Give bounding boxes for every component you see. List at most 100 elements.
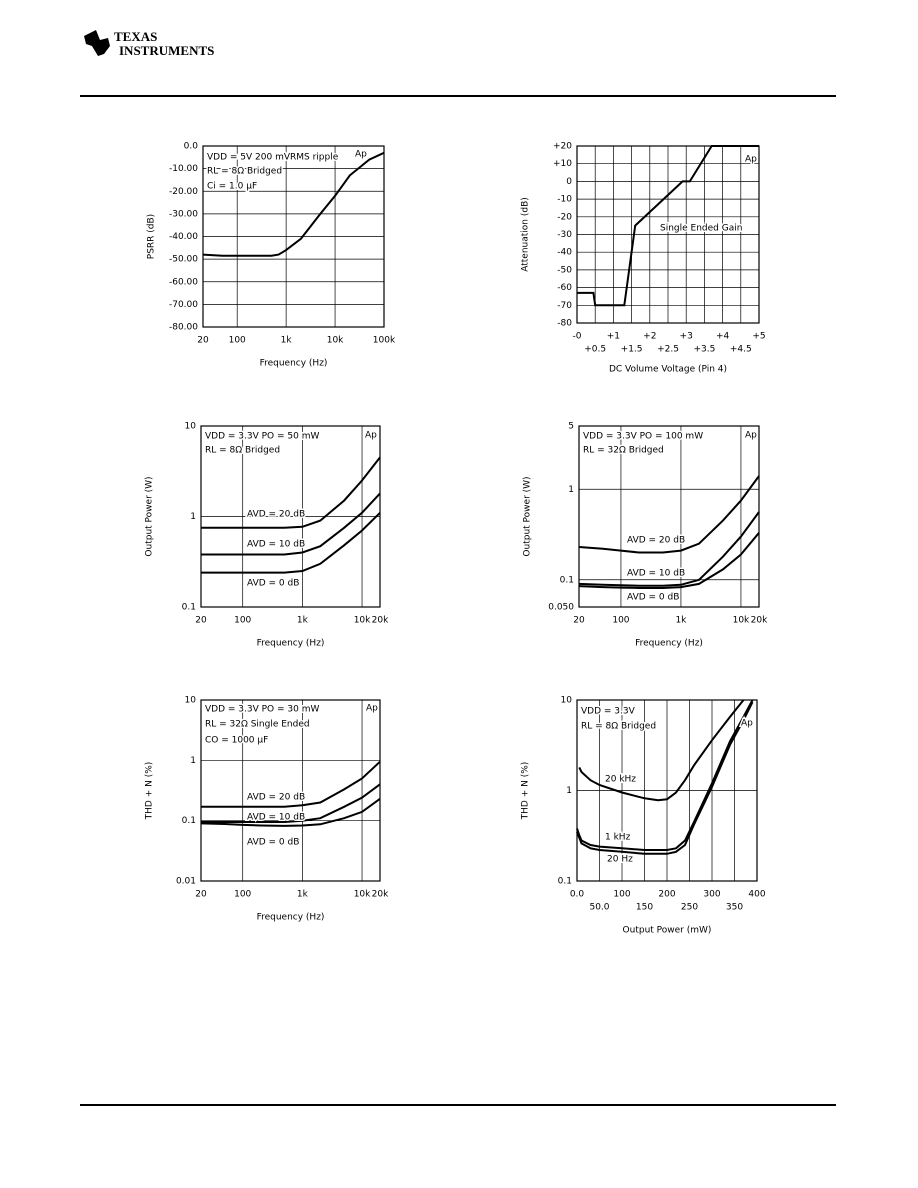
y-axis-label: Output Power (W) [523, 476, 533, 556]
y-tick-label: 5 [568, 422, 574, 432]
header-rule [80, 95, 836, 97]
y-tick-label: 0.1 [560, 575, 574, 585]
annotation: Ap [741, 719, 753, 729]
annotation: RL = 8Ω Bridged [207, 167, 282, 177]
annotation: Single Ended Gain [660, 224, 742, 234]
logo: TEXAS INSTRUMENTS [84, 29, 214, 58]
chart: 0.0 50.0 100 150 200 250 300 350 400 0.1 1 10 20 kHz… [521, 696, 766, 936]
x-tick-label: +1 [607, 332, 620, 342]
chart: 20 100 1k 10k 20k 0.050 0.1 1 5 AVD = 20 dB AVD = … [523, 422, 769, 649]
annotation: Ap [745, 155, 757, 165]
annotation: VDD = 3.3V [581, 707, 636, 717]
y-tick-label: 1 [190, 512, 196, 522]
series-line [577, 145, 759, 307]
plot-area [579, 426, 759, 607]
plot-frame [576, 699, 758, 882]
x-axis-label: Frequency (Hz) [257, 639, 325, 649]
y-tick-label: 0 [566, 177, 572, 187]
series-line [202, 151, 385, 257]
x-tick-label: 100 [613, 890, 630, 900]
x-tick-label: 100k [373, 336, 396, 346]
chart: 20 100 1k 10k 20k 0.1 1 10 AVD = 20 dB AVD = 10 d… [145, 422, 390, 649]
logo-text: TEXAS [114, 29, 157, 44]
x-tick-label: +2 [643, 332, 656, 342]
logo-mark [84, 30, 110, 56]
x-tick-label: +2.5 [657, 345, 679, 355]
x-tick-label: 1k [675, 616, 687, 626]
y-tick-label: -80.00 [169, 323, 198, 333]
x-tick-label: 1k [297, 616, 309, 626]
x-tick-label: +0.5 [584, 345, 606, 355]
x-tick-label: 20 [195, 890, 207, 900]
chart: 20 100 1k 10k 20k 0.01 0.1 1 10 AVD = 20 dB AVD = … [145, 696, 390, 923]
y-axis-label: THD + N (%) [521, 762, 531, 821]
annotation: RL = 32Ω Single Ended [205, 720, 310, 730]
plot-frame [202, 145, 385, 328]
y-axis-label: Output Power (W) [145, 476, 155, 556]
y-tick-label: -30.00 [169, 209, 198, 219]
series-label: 20 kHz [605, 775, 636, 785]
y-tick-label: -10.00 [169, 164, 198, 174]
y-tick-label: -50.00 [169, 255, 198, 265]
series-label: AVD = 20 dB [247, 510, 305, 520]
x-axis-label: Frequency (Hz) [635, 639, 703, 649]
x-tick-label: 20k [751, 616, 768, 626]
y-tick-label: 10 [185, 422, 197, 432]
y-tick-label: 0.1 [182, 603, 196, 613]
y-tick-label: 1 [190, 756, 196, 766]
y-tick-label: -60 [557, 283, 572, 293]
y-tick-label: -30 [557, 230, 572, 240]
annotation: CO = 1000 µF [205, 736, 268, 746]
plot-frame [578, 425, 760, 608]
series-line [201, 512, 381, 574]
y-tick-label: 1 [566, 786, 572, 796]
annotation: VDD = 3.3V PO = 30 mW [205, 705, 319, 715]
plot-area [201, 700, 380, 881]
x-tick-label: 10k [354, 616, 371, 626]
series-line [578, 699, 745, 802]
plot-frame [200, 699, 381, 882]
annotation: RL = 8Ω Bridged [205, 446, 280, 456]
x-tick-label: -0 [573, 332, 582, 342]
series-label: AVD = 10 dB [247, 813, 305, 823]
series-line [201, 760, 381, 808]
x-tick-label: +5 [752, 332, 765, 342]
x-tick-label: 10k [733, 616, 750, 626]
y-tick-label: -40.00 [169, 232, 198, 242]
y-tick-label: 10 [561, 696, 573, 706]
x-tick-label: 250 [681, 903, 698, 913]
annotation: Ci = 1.0 µF [207, 182, 257, 192]
x-axis-label: Frequency (Hz) [260, 359, 328, 369]
series-line [201, 456, 381, 529]
x-tick-label: 20 [195, 616, 207, 626]
series-line [578, 511, 760, 587]
y-tick-label: -70.00 [169, 300, 198, 310]
chart: 20 100 1k 10k 100k 0.0 -10.00 -20.00 -30.00 -40.0… [147, 142, 396, 369]
series-label: AVD = 0 dB [247, 838, 299, 848]
x-tick-label: 400 [748, 890, 765, 900]
x-tick-label: 100 [229, 336, 246, 346]
y-axis-label: THD + N (%) [145, 762, 155, 821]
series-line [578, 475, 760, 554]
footer-rule [80, 1104, 836, 1106]
x-tick-label: 10k [327, 336, 344, 346]
y-tick-label: 0.0 [184, 142, 199, 152]
plot-frame [200, 425, 381, 608]
x-tick-label: 350 [726, 903, 743, 913]
x-tick-label: 100 [234, 616, 251, 626]
x-tick-label: 100 [234, 890, 251, 900]
y-axis-label: Attenuation (dB) [521, 197, 531, 272]
x-tick-label: 150 [636, 903, 653, 913]
y-tick-label: 10 [185, 696, 197, 706]
y-tick-label: 0.1 [182, 816, 196, 826]
x-tick-label: 300 [703, 890, 720, 900]
series-label: AVD = 10 dB [247, 540, 305, 550]
annotation: RL = 8Ω Bridged [581, 722, 656, 732]
annotation: Ap [745, 431, 757, 441]
annotation: Ap [366, 704, 378, 714]
x-tick-label: +3 [680, 332, 693, 342]
y-tick-label: 1 [568, 485, 574, 495]
series-label: AVD = 10 dB [627, 569, 685, 579]
x-tick-label: 0.0 [570, 890, 585, 900]
